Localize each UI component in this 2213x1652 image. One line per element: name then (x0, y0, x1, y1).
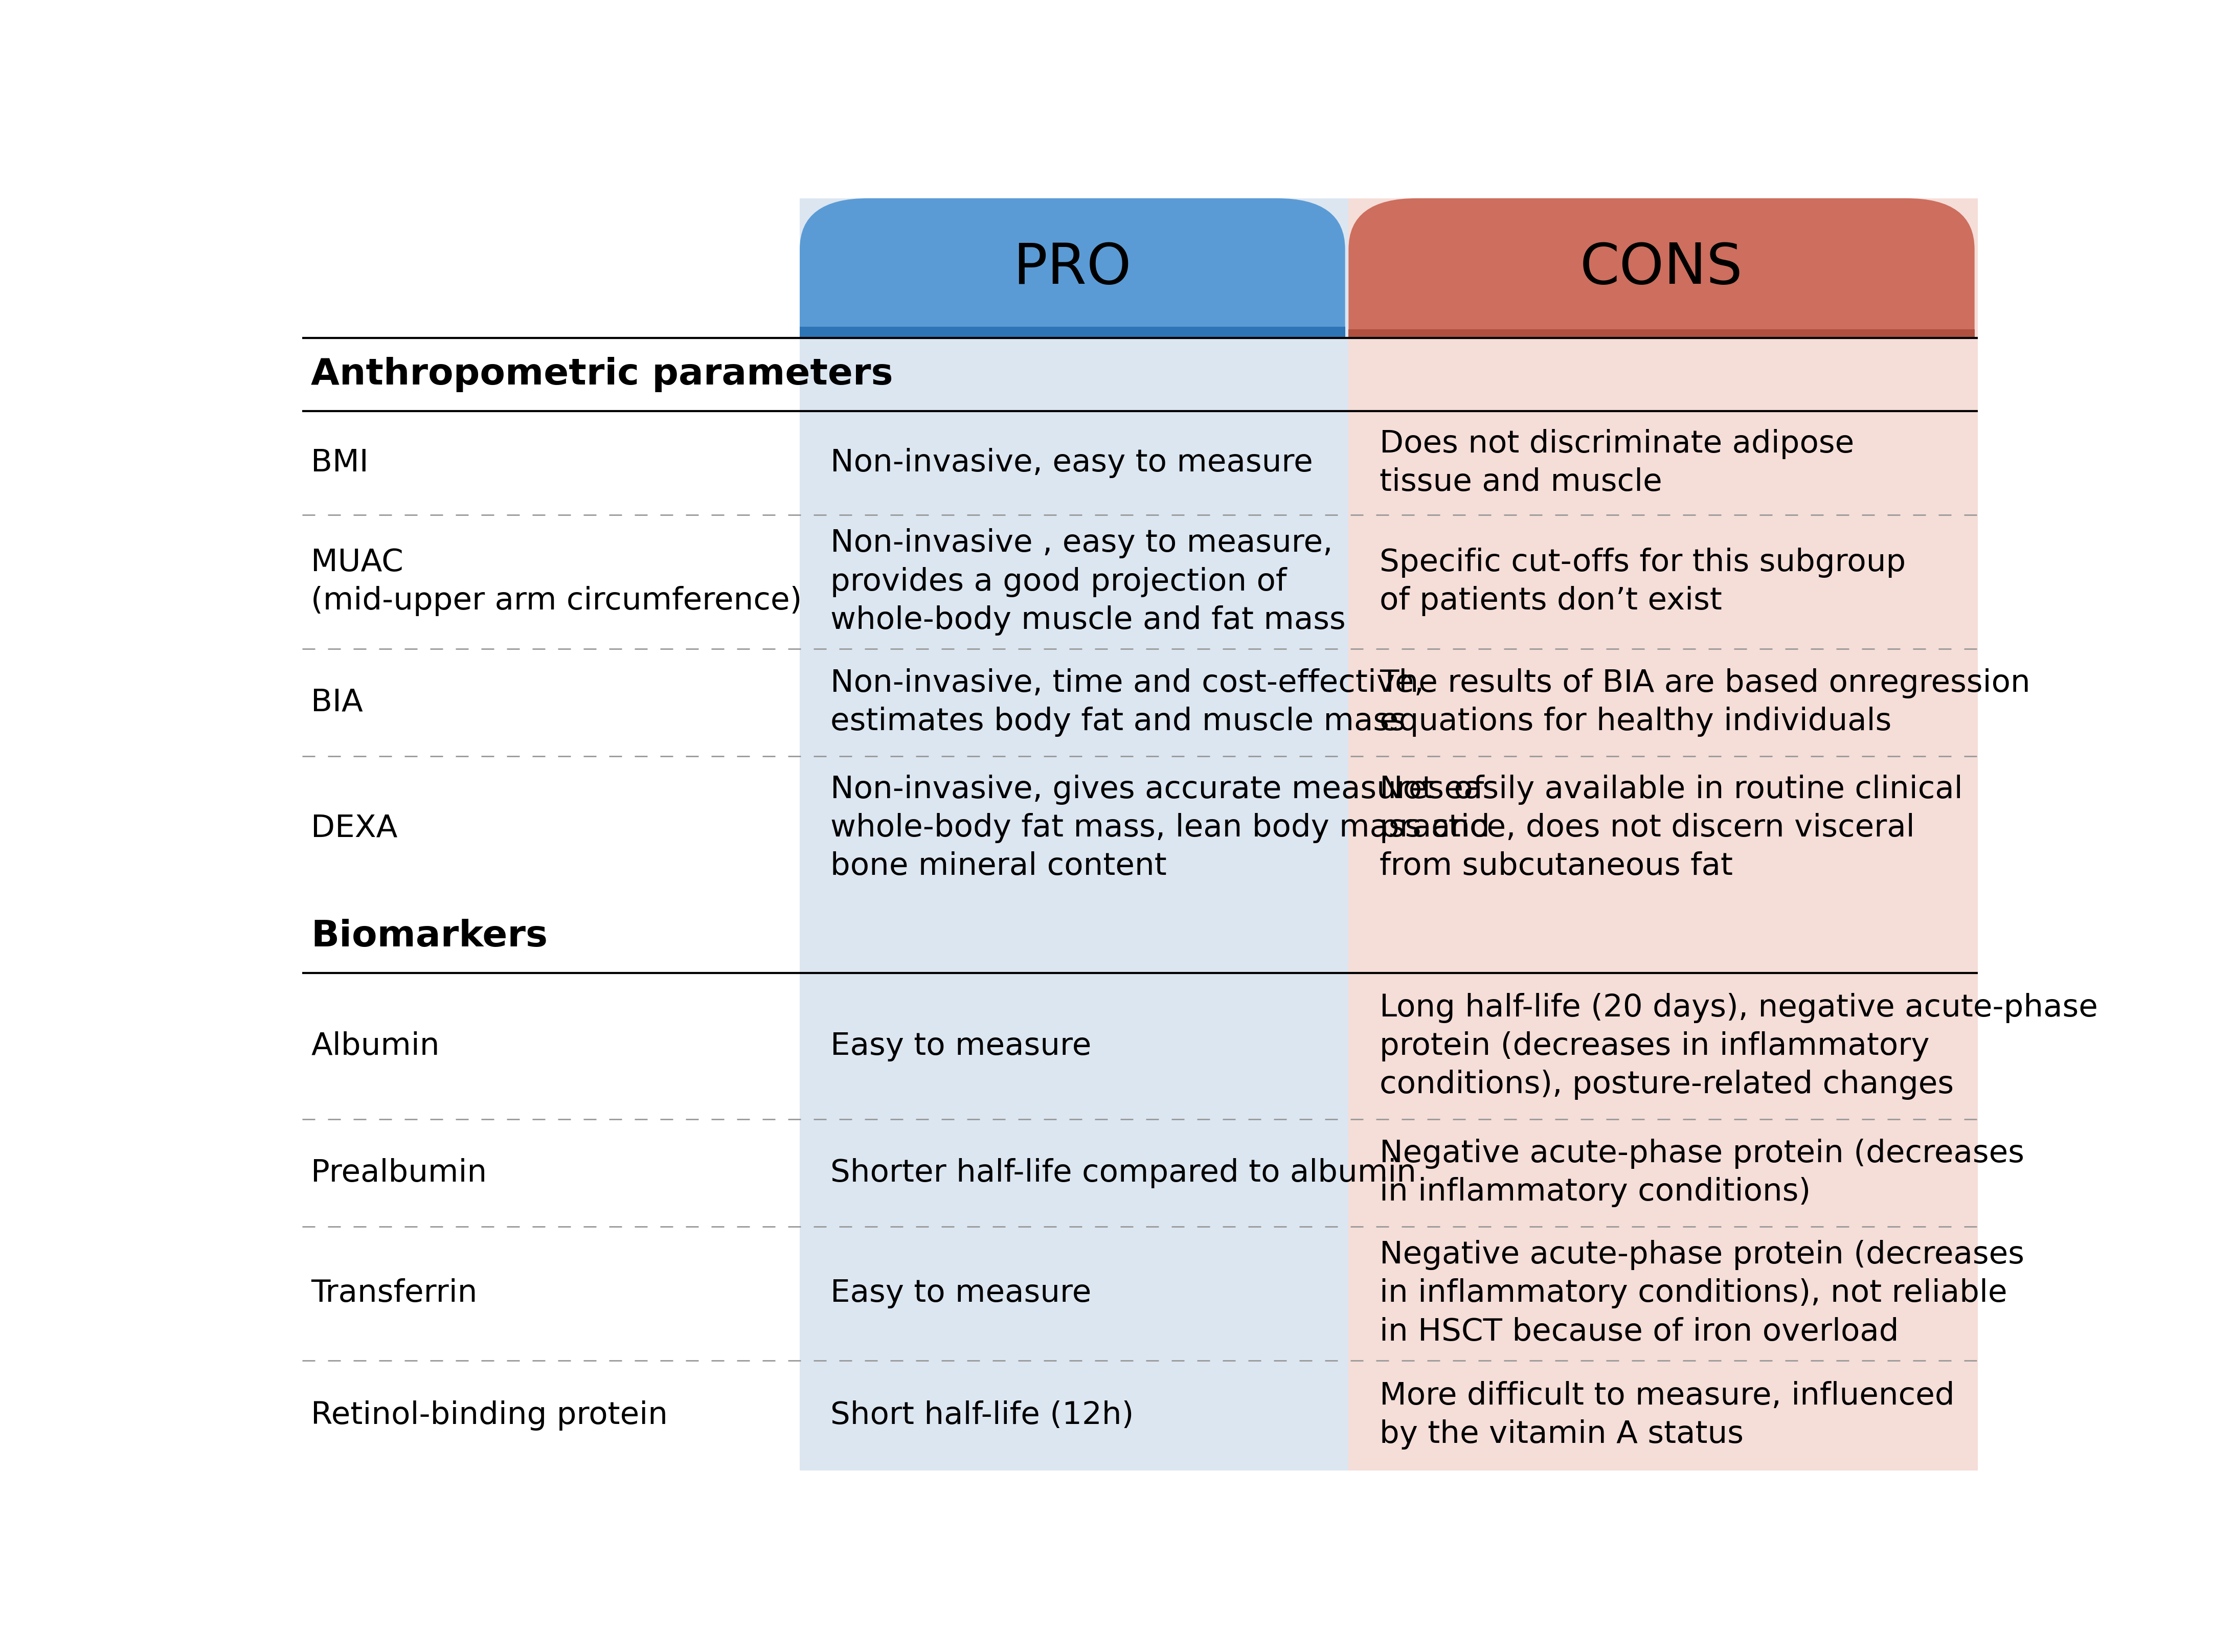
Text: Shorter half-life compared to albumin: Shorter half-life compared to albumin (830, 1158, 1416, 1188)
PathPatch shape (1348, 198, 1974, 339)
Text: BIA: BIA (310, 687, 363, 717)
Text: Easy to measure: Easy to measure (830, 1031, 1091, 1061)
Text: Not easily available in routine clinical
practice, does not discern visceral
fro: Not easily available in routine clinical… (1379, 775, 1963, 882)
Text: Albumin: Albumin (310, 1031, 440, 1061)
Text: Non-invasive , easy to measure,
provides a good projection of
whole-body muscle : Non-invasive , easy to measure, provides… (830, 529, 1346, 636)
Text: Specific cut-offs for this subgroup
of patients don’t exist: Specific cut-offs for this subgroup of p… (1379, 547, 1905, 616)
Text: Prealbumin: Prealbumin (310, 1158, 487, 1188)
Text: Negative acute-phase protein (decreases
in inflammatory conditions): Negative acute-phase protein (decreases … (1379, 1138, 2025, 1208)
Text: Biomarkers: Biomarkers (310, 919, 547, 955)
Text: MUAC
(mid-upper arm circumference): MUAC (mid-upper arm circumference) (310, 547, 801, 616)
Text: Retinol-binding protein: Retinol-binding protein (310, 1401, 668, 1431)
Text: PRO: PRO (1014, 241, 1131, 296)
Text: CONS: CONS (1580, 241, 1744, 296)
Bar (1348, 198, 1978, 1470)
PathPatch shape (799, 198, 1346, 339)
Text: Non-invasive, easy to measure: Non-invasive, easy to measure (830, 448, 1312, 477)
Text: Does not discriminate adipose
tissue and muscle: Does not discriminate adipose tissue and… (1379, 430, 1854, 497)
Text: Anthropometric parameters: Anthropometric parameters (310, 357, 894, 393)
Text: DEXA: DEXA (310, 813, 398, 843)
Text: Non-invasive, gives accurate measures of
whole-body fat mass, lean body mass and: Non-invasive, gives accurate measures of… (830, 775, 1489, 882)
Text: BMI: BMI (310, 448, 370, 477)
Text: The results of BIA are based onregression
equations for healthy individuals: The results of BIA are based onregressio… (1379, 669, 2029, 737)
Text: Easy to measure: Easy to measure (830, 1279, 1091, 1308)
Text: Negative acute-phase protein (decreases
in inflammatory conditions), not reliabl: Negative acute-phase protein (decreases … (1379, 1241, 2025, 1346)
Text: Transferrin: Transferrin (310, 1279, 478, 1308)
Bar (799, 327, 1346, 339)
Text: Short half-life (12h): Short half-life (12h) (830, 1401, 1133, 1431)
Text: More difficult to measure, influenced
by the vitamin A status: More difficult to measure, influenced by… (1379, 1381, 1954, 1450)
Text: Non-invasive, time and cost-effective,
estimates body fat and muscle mass: Non-invasive, time and cost-effective, e… (830, 669, 1425, 737)
Bar (1348, 329, 1974, 339)
Text: Long half-life (20 days), negative acute-phase
protein (decreases in inflammator: Long half-life (20 days), negative acute… (1379, 993, 2098, 1100)
Bar (799, 198, 1348, 1470)
